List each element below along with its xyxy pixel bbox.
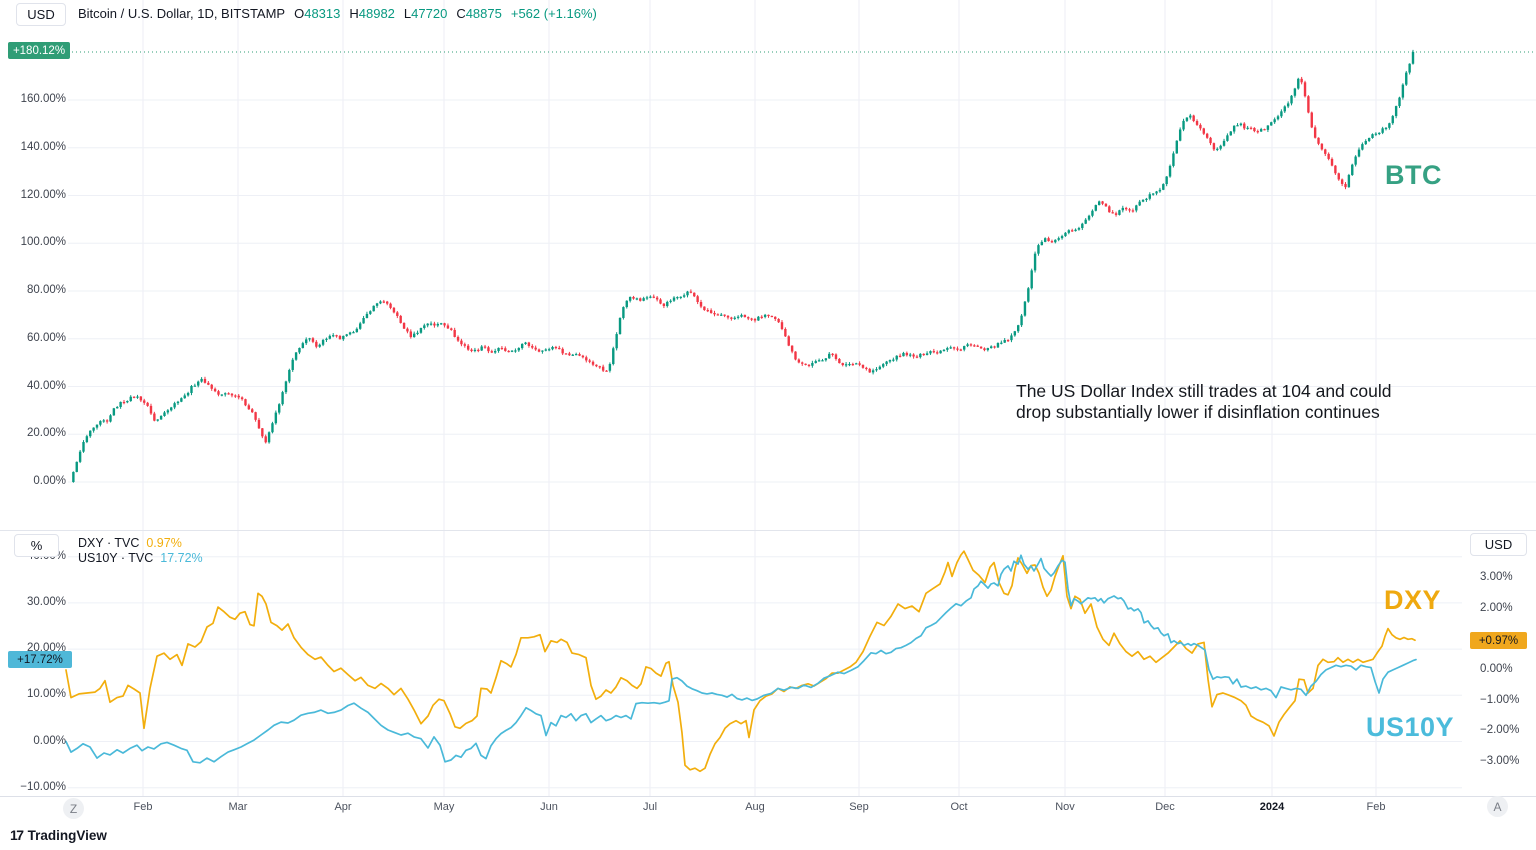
top-axis-tick: 140.00% <box>20 140 66 153</box>
legend-item-us10y[interactable]: US10Y · TVC 17.72% <box>78 551 203 565</box>
top-axis-tick: 120.00% <box>20 188 66 201</box>
bottom-right-axis-tick: −1.00% <box>1480 693 1520 706</box>
time-axis-label-nov: Nov <box>1055 801 1075 813</box>
legend-us10y-name: US10Y · TVC <box>78 551 154 565</box>
annotation-line-1: The US Dollar Index still trades at 104 … <box>1016 381 1392 401</box>
goto-end-label: A <box>1493 799 1502 814</box>
bottom-right-axis-tick: −2.00% <box>1480 724 1520 737</box>
us10y-series-label[interactable]: US10Y <box>1366 712 1455 742</box>
bottom-left-axis-tick: 0.00% <box>33 734 66 747</box>
time-axis-label-sep: Sep <box>849 801 869 813</box>
bottom-right-axis-tick: 0.00% <box>1480 663 1513 675</box>
legend-item-dxy[interactable]: DXY · TVC 0.97% <box>78 536 182 550</box>
symbol-title: Bitcoin / U.S. Dollar, 1D, BITSTAMP <box>78 5 286 21</box>
top-axis-tick: 20.00% <box>26 427 66 440</box>
top-axis-tick: 80.00% <box>26 284 66 296</box>
ohlc-close: C48875 <box>456 5 502 21</box>
tradingview-logo-icon: 17 <box>10 827 24 843</box>
btc-candlestick-series[interactable] <box>72 49 1415 483</box>
top-axis-tick: 160.00% <box>20 93 66 105</box>
top-axis-tick: 60.00% <box>26 331 66 344</box>
pane-divider[interactable] <box>0 530 1536 531</box>
top-axis-tick: 0.00% <box>33 475 66 487</box>
time-axis-label-feb: Feb <box>133 801 153 813</box>
time-axis-label-dec: Dec <box>1155 801 1175 813</box>
price-change-label: +562 (+1.16%) <box>510 5 597 21</box>
time-axis-label-aug: Aug <box>745 801 765 813</box>
legend-dxy-name: DXY · TVC <box>78 536 140 550</box>
time-axis-label-may: May <box>433 801 455 813</box>
percent-unit-label: % <box>30 538 43 553</box>
usd-unit-button[interactable]: USD <box>1470 533 1527 556</box>
ohlc-high: H48982 <box>349 5 395 21</box>
btc-series-label[interactable]: BTC <box>1385 160 1442 190</box>
bottom-right-axis-tick: 2.00% <box>1480 601 1513 614</box>
legend-us10y-value: 17.72% <box>160 551 203 565</box>
top-axis-tick: 100.00% <box>20 236 66 249</box>
annotation-text[interactable]: The US Dollar Index still trades at 104 … <box>1016 381 1446 422</box>
currency-unit-button[interactable]: USD <box>16 3 66 26</box>
bottom-left-axis-tick: 10.00% <box>26 688 66 701</box>
currency-unit-label: USD <box>27 7 55 22</box>
legend-dxy-value: 0.97% <box>146 536 182 550</box>
dxy-series-label[interactable]: DXY <box>1384 585 1442 615</box>
bottom-left-axis-tick: 30.00% <box>26 595 66 608</box>
tradingview-logo-text: TradingView <box>27 827 107 843</box>
time-axis-label-feb: Feb <box>1366 801 1386 813</box>
time-axis-label-mar: Mar <box>228 801 248 813</box>
dxy-current-value-badge: +0.97% <box>1470 632 1527 649</box>
time-axis-label-jun: Jun <box>540 801 558 813</box>
percent-unit-button[interactable]: % <box>14 534 59 557</box>
time-axis-label-jul: Jul <box>642 801 658 813</box>
goto-end-button[interactable]: A <box>1487 796 1508 817</box>
goto-start-button[interactable]: Z <box>63 798 84 819</box>
annotation-line-2: drop substantially lower if disinflation… <box>1016 401 1380 422</box>
usd-unit-label: USD <box>1484 537 1513 552</box>
bottom-left-axis-tick: −10.00% <box>20 780 66 793</box>
tradingview-logo[interactable]: 17 TradingView <box>10 827 107 843</box>
btc-current-value-badge: +180.12% <box>8 42 70 59</box>
symbol-header[interactable]: Bitcoin / U.S. Dollar, 1D, BITSTAMP O483… <box>78 0 597 26</box>
ohlc-open: O48313 <box>294 5 341 21</box>
bottom-right-axis-tick: −3.00% <box>1480 755 1520 768</box>
us10y-current-value-badge: +17.72% <box>8 651 72 668</box>
time-axis-divider <box>0 796 1536 797</box>
top-axis-tick: 40.00% <box>26 379 66 392</box>
time-axis-label-oct: Oct <box>950 801 968 813</box>
dxy-line-series[interactable] <box>65 550 1416 773</box>
bottom-right-axis-tick: 3.00% <box>1480 570 1513 583</box>
time-axis-label-2024: 2024 <box>1259 801 1285 813</box>
time-axis-label-apr: Apr <box>334 801 352 813</box>
us10y-line-series[interactable] <box>65 554 1417 764</box>
ohlc-low: L47720 <box>403 5 448 21</box>
goto-start-label: Z <box>69 801 78 816</box>
